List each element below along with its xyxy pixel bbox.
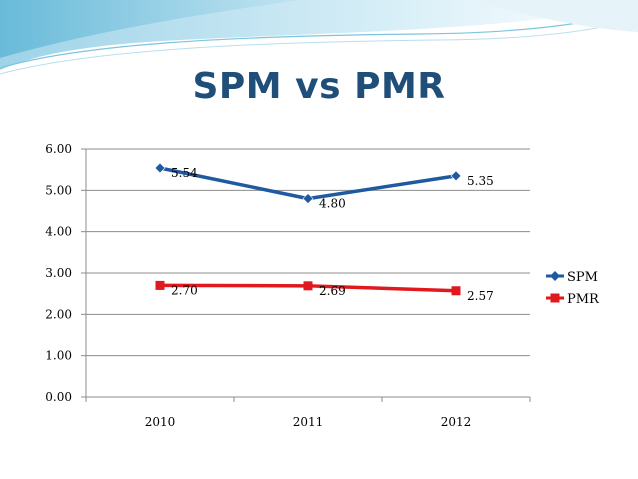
- data-point-spm: [302, 193, 314, 205]
- y-tick-label: 3.00: [45, 266, 72, 280]
- y-tick-label: 0.00: [45, 390, 72, 404]
- slide-title: SPM vs PMR: [192, 66, 446, 107]
- data-label-spm: 4.80: [319, 197, 346, 211]
- data-point-pmr: [303, 281, 313, 291]
- y-tick-label: 6.00: [45, 142, 72, 156]
- data-label-pmr: 2.69: [319, 284, 346, 298]
- legend-label-spm: SPM: [567, 270, 598, 285]
- x-tick-label: 2012: [441, 415, 472, 429]
- data-point-spm: [450, 170, 462, 182]
- legend-label-pmr: PMR: [567, 292, 600, 307]
- data-label-pmr: 2.57: [467, 289, 494, 303]
- legend-marker-pmr: [550, 293, 560, 303]
- header-swoosh-decoration: [0, 0, 638, 75]
- y-tick-label: 5.00: [45, 183, 72, 197]
- data-label-spm: 5.35: [467, 174, 494, 188]
- y-tick-label: 1.00: [45, 349, 72, 363]
- data-point-pmr: [451, 286, 461, 296]
- x-tick-label: 2011: [293, 415, 324, 429]
- y-tick-label: 2.00: [45, 307, 72, 321]
- data-point-pmr: [155, 280, 165, 290]
- legend-marker-spm: [550, 271, 560, 281]
- data-point-spm: [154, 162, 166, 174]
- data-label-pmr: 2.70: [171, 283, 198, 297]
- data-label-spm: 5.54: [171, 166, 198, 180]
- x-tick-label: 2010: [145, 415, 176, 429]
- y-tick-label: 4.00: [45, 225, 72, 239]
